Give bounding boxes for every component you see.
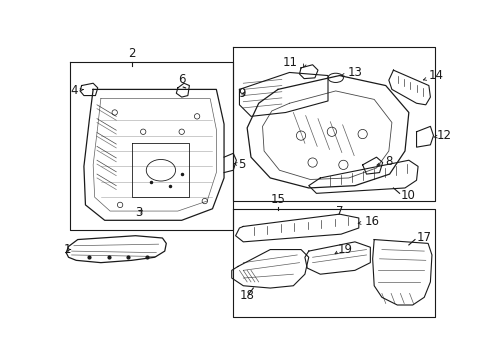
Text: 8: 8 [376, 154, 392, 167]
Text: 15: 15 [270, 193, 285, 206]
Text: 5: 5 [234, 158, 245, 171]
Text: 10: 10 [400, 189, 415, 202]
Text: 12: 12 [433, 129, 450, 142]
Text: 7: 7 [335, 205, 343, 218]
Text: 14: 14 [423, 69, 443, 82]
Text: 4: 4 [70, 85, 83, 98]
Text: 1: 1 [64, 243, 71, 256]
Text: 18: 18 [239, 289, 254, 302]
Text: 2: 2 [128, 47, 135, 60]
Text: 16: 16 [357, 215, 378, 228]
Text: 3: 3 [135, 206, 142, 219]
Text: 19: 19 [337, 243, 352, 256]
Text: 17: 17 [416, 231, 431, 244]
Text: 13: 13 [341, 66, 362, 79]
Text: 9: 9 [238, 87, 245, 100]
Text: 6: 6 [178, 73, 185, 86]
Text: 11: 11 [282, 56, 297, 69]
